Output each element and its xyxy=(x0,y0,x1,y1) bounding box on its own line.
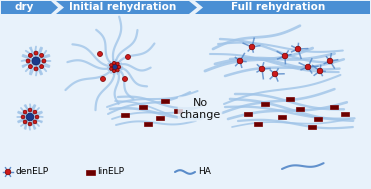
Bar xyxy=(174,109,182,113)
Text: Full rehydration: Full rehydration xyxy=(231,2,325,12)
Bar xyxy=(296,107,304,111)
Circle shape xyxy=(282,53,288,59)
Circle shape xyxy=(34,51,38,55)
Circle shape xyxy=(317,68,323,74)
Circle shape xyxy=(26,59,30,63)
Circle shape xyxy=(34,67,38,71)
Circle shape xyxy=(112,69,116,73)
Circle shape xyxy=(118,65,121,69)
Bar xyxy=(139,105,147,109)
Bar xyxy=(261,102,269,106)
Circle shape xyxy=(40,53,43,57)
Bar xyxy=(330,105,338,109)
Circle shape xyxy=(272,71,278,77)
Bar xyxy=(85,170,95,174)
Bar xyxy=(341,112,349,116)
Circle shape xyxy=(112,61,116,65)
Text: dry: dry xyxy=(14,2,34,12)
Circle shape xyxy=(116,62,119,65)
Circle shape xyxy=(125,54,131,60)
Circle shape xyxy=(42,59,46,63)
Text: denELP: denELP xyxy=(15,167,48,177)
Circle shape xyxy=(249,44,255,50)
Text: No
change: No change xyxy=(179,98,221,120)
Circle shape xyxy=(101,77,105,81)
Circle shape xyxy=(32,57,40,65)
Circle shape xyxy=(33,120,37,124)
Circle shape xyxy=(35,115,39,119)
Circle shape xyxy=(110,67,113,70)
Circle shape xyxy=(295,46,301,52)
Circle shape xyxy=(29,65,32,69)
Bar xyxy=(161,99,169,103)
Bar xyxy=(286,97,294,101)
Circle shape xyxy=(28,122,32,126)
Circle shape xyxy=(40,65,43,69)
Circle shape xyxy=(21,115,25,119)
Circle shape xyxy=(305,64,311,70)
Circle shape xyxy=(122,77,128,81)
Circle shape xyxy=(259,66,265,72)
Polygon shape xyxy=(1,1,58,14)
Circle shape xyxy=(23,120,27,124)
Bar xyxy=(254,122,262,126)
Polygon shape xyxy=(56,1,197,14)
Bar xyxy=(308,125,316,129)
Circle shape xyxy=(26,113,34,121)
Circle shape xyxy=(237,58,243,64)
Bar xyxy=(156,116,164,120)
Circle shape xyxy=(33,110,37,114)
Bar xyxy=(314,117,322,121)
Bar xyxy=(244,112,252,116)
Circle shape xyxy=(116,69,119,72)
Circle shape xyxy=(110,64,113,67)
Polygon shape xyxy=(195,1,370,14)
Text: Initial rehydration: Initial rehydration xyxy=(69,2,177,12)
Bar xyxy=(121,113,129,117)
Circle shape xyxy=(28,108,32,112)
Text: linELP: linELP xyxy=(97,167,124,177)
Circle shape xyxy=(29,53,32,57)
Circle shape xyxy=(327,58,333,64)
Bar xyxy=(144,122,152,126)
Circle shape xyxy=(112,64,118,70)
Circle shape xyxy=(98,51,102,57)
Bar xyxy=(278,115,286,119)
Circle shape xyxy=(5,169,11,175)
Circle shape xyxy=(23,110,27,114)
Text: HA: HA xyxy=(198,167,211,177)
